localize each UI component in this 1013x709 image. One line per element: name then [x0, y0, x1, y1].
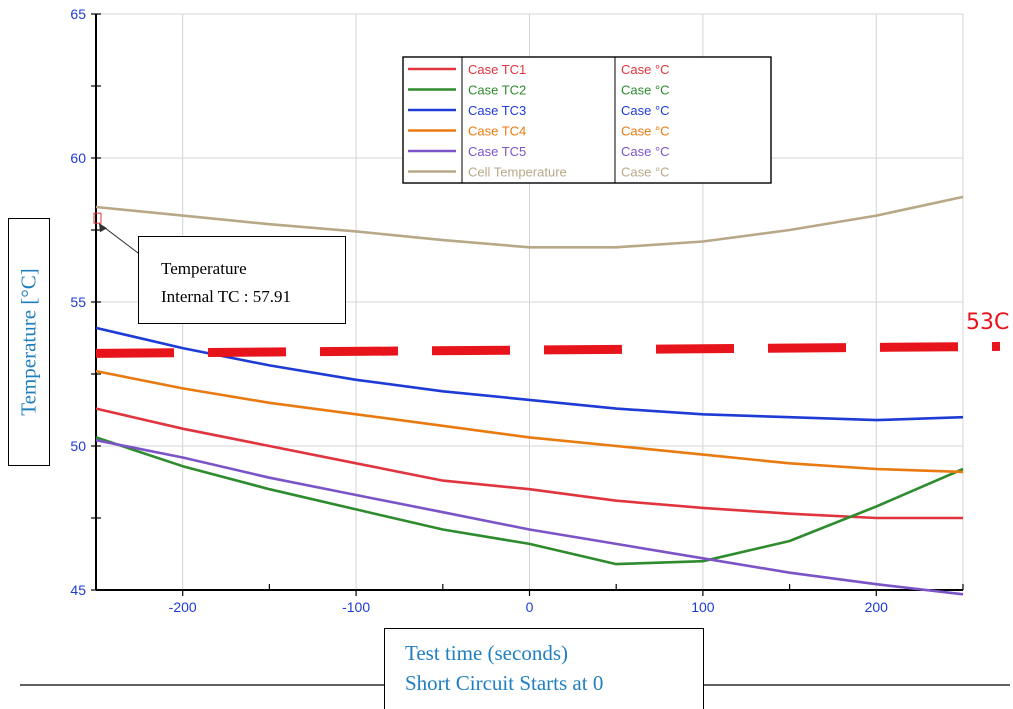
- series-line: [95, 436, 964, 566]
- series-line: [95, 326, 964, 422]
- legend-series-unit: Case °C: [621, 165, 670, 180]
- x-tick-label: 200: [865, 599, 889, 615]
- x-tick-label: 0: [526, 599, 534, 615]
- series-line: [95, 195, 964, 249]
- legend-series-unit: Case °C: [621, 62, 670, 77]
- threshold-line: [95, 341, 1001, 358]
- legend-series-unit: Case °C: [621, 103, 670, 118]
- legend: Case TC1 Case °C Case TC2 Case °C Case TC3 Ca…: [402, 56, 772, 184]
- legend-series-name: Case TC4: [468, 124, 526, 139]
- tick-labels: -200 -100 0 100 200 45 50 55 60 65: [70, 6, 888, 615]
- legend-series-unit: Case °C: [621, 144, 670, 159]
- x-tick-label: -200: [169, 599, 197, 615]
- y-axis-label: Temperature [°C]: [16, 268, 41, 416]
- annotation-marker: [93, 212, 102, 224]
- threshold-label: 53C: [966, 310, 1010, 335]
- annotation-line-2: Internal TC : 57.91: [161, 287, 291, 306]
- threshold: [95, 341, 1001, 358]
- legend-series-name: Case TC1: [468, 62, 526, 77]
- x-axis-label-line-1: Test time (seconds): [405, 641, 568, 665]
- annotation-line-1: Temperature: [161, 259, 247, 278]
- series-line: [95, 407, 963, 520]
- x-tick-label: -100: [342, 599, 370, 615]
- series-line: [95, 369, 964, 474]
- y-tick-label: 50: [70, 438, 86, 454]
- x-axis-label-line-2: Short Circuit Starts at 0: [405, 671, 604, 695]
- legend-series-name: Case TC2: [468, 83, 526, 98]
- annotation-arrowhead: [99, 223, 107, 233]
- legend-series-unit: Case °C: [621, 124, 670, 139]
- y-tick-label: 45: [70, 582, 86, 598]
- y-tick-label: 60: [70, 150, 86, 166]
- x-tick-label: 100: [691, 599, 715, 615]
- y-tick-label: 55: [70, 294, 86, 310]
- annotation-box: Temperature Internal TC : 57.91: [138, 236, 346, 324]
- series-line: [95, 438, 964, 596]
- series-lines: [95, 195, 964, 596]
- legend-series-name: Case TC3: [468, 103, 526, 118]
- y-tick-label: 65: [70, 6, 86, 22]
- y-axis-label-box: Temperature [°C]: [8, 218, 50, 466]
- x-axis-label-box: Test time (seconds) Short Circuit Starts…: [384, 628, 704, 709]
- legend-series-name: Cell Temperature: [468, 165, 567, 180]
- legend-box: [402, 56, 772, 184]
- axes: [91, 13, 964, 596]
- legend-series-unit: Case °C: [621, 83, 670, 98]
- legend-series-name: Case TC5: [468, 144, 526, 159]
